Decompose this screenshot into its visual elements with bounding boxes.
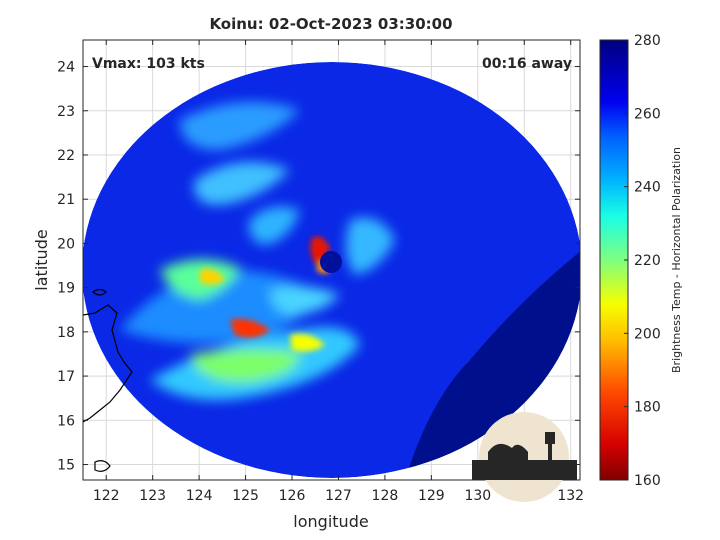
y-tick-label: 22 xyxy=(57,148,75,164)
x-tick-label: 130 xyxy=(464,488,491,504)
coastline-island xyxy=(92,288,107,296)
x-tick-label: 127 xyxy=(325,488,352,504)
colorbar-tick-label: 160 xyxy=(634,473,661,489)
coastline-island-south xyxy=(94,460,111,472)
colorbar-tick-label: 180 xyxy=(634,400,661,416)
x-tick-label: 132 xyxy=(557,488,584,504)
x-axis-label: longitude xyxy=(293,512,368,531)
colorbar xyxy=(599,39,629,481)
logo-tower-icon xyxy=(545,432,555,444)
colorbar-label: Brightness Temp - Horizontal Polarizatio… xyxy=(670,147,683,373)
cimss-logo: CIMSS xyxy=(472,412,577,502)
colorbar-tick-label: 200 xyxy=(634,326,661,342)
storm-eye xyxy=(320,251,342,273)
logo-text: CIMSS xyxy=(496,465,553,479)
logo-dish-icon xyxy=(488,443,528,462)
time-away-label: 00:16 away xyxy=(482,56,572,72)
colorbar-tick-label: 260 xyxy=(634,106,661,122)
x-tick-label: 122 xyxy=(93,488,120,504)
y-tick-label: 24 xyxy=(57,60,75,76)
axes-frame xyxy=(82,39,581,481)
x-tick-label: 125 xyxy=(232,488,259,504)
rainbands xyxy=(120,102,395,400)
x-tick-label: 126 xyxy=(279,488,306,504)
y-axis-label: latitude xyxy=(32,229,51,290)
colorbar-tick-label: 280 xyxy=(634,33,661,49)
x-tick-label: 123 xyxy=(139,488,166,504)
y-tick-label: 19 xyxy=(57,281,75,297)
y-tick-label: 18 xyxy=(57,325,75,341)
x-tick-label: 124 xyxy=(186,488,213,504)
y-axis-ticks: 15 16 17 18 19 20 21 22 23 24 xyxy=(57,60,580,474)
colorbar-ticks: 160 180 200 220 240 260 280 xyxy=(624,33,661,489)
y-tick-label: 21 xyxy=(57,192,75,208)
y-tick-label: 17 xyxy=(57,369,75,385)
y-tick-label: 15 xyxy=(57,458,75,474)
colorbar-tick-label: 220 xyxy=(634,253,661,269)
y-tick-label: 16 xyxy=(57,413,75,429)
y-tick-label: 20 xyxy=(57,236,75,252)
vmax-label: Vmax: 103 kts xyxy=(92,56,205,72)
colorbar-tick-label: 240 xyxy=(634,180,661,196)
chart-title: Koinu: 02-Oct-2023 03:30:00 xyxy=(209,15,452,33)
x-tick-label: 129 xyxy=(418,488,445,504)
x-tick-label: 128 xyxy=(372,488,399,504)
coastline-luzon xyxy=(83,304,133,423)
y-tick-label: 23 xyxy=(57,104,75,120)
